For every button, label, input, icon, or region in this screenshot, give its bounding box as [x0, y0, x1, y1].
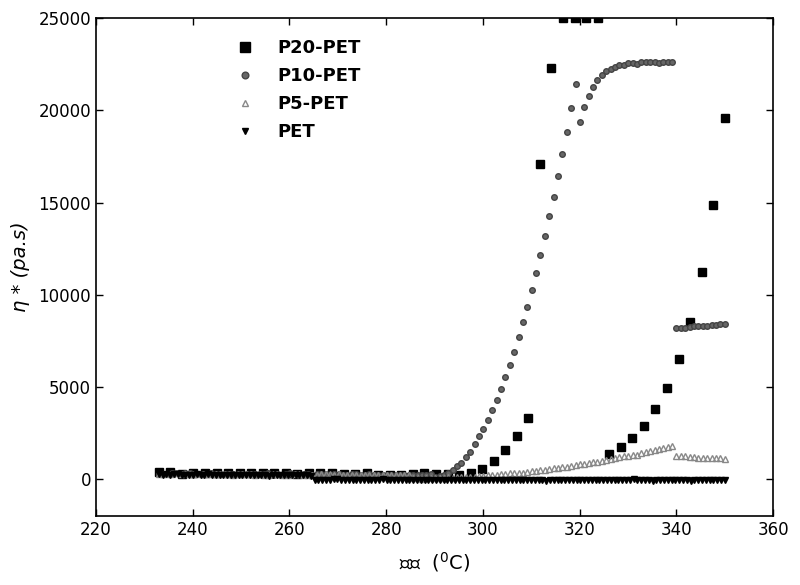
P10-PET — [531, 269, 541, 276]
P20-PET — [177, 470, 186, 477]
PET — [450, 476, 460, 483]
P20-PET — [558, 15, 568, 22]
P20-PET — [212, 470, 222, 477]
P20-PET — [512, 432, 522, 439]
Y-axis label: η * (pa.s): η * (pa.s) — [11, 222, 30, 312]
P20-PET — [304, 469, 314, 476]
PET — [473, 476, 482, 483]
P20-PET — [258, 470, 267, 477]
P20-PET — [708, 202, 718, 209]
P20-PET — [270, 470, 279, 477]
P5-PET — [667, 442, 677, 449]
PET — [154, 470, 164, 477]
P5-PET — [531, 467, 541, 474]
P20-PET — [639, 422, 649, 429]
P5-PET — [575, 461, 585, 468]
P20-PET — [570, 15, 579, 22]
P20-PET — [293, 470, 302, 477]
P20-PET — [674, 356, 683, 363]
Legend: P20-PET, P10-PET, P5-PET, PET: P20-PET, P10-PET, P5-PET, PET — [220, 32, 369, 149]
P20-PET — [546, 64, 556, 71]
P20-PET — [686, 318, 695, 325]
P20-PET — [235, 470, 245, 477]
P20-PET — [720, 115, 730, 122]
P20-PET — [350, 470, 360, 477]
P20-PET — [338, 471, 348, 478]
PET — [340, 476, 350, 483]
P20-PET — [478, 466, 487, 473]
PET — [720, 477, 730, 484]
P20-PET — [166, 469, 175, 476]
P20-PET — [454, 472, 464, 479]
P10-PET — [720, 321, 730, 328]
P20-PET — [489, 457, 498, 464]
P20-PET — [523, 414, 533, 421]
P10-PET — [395, 472, 405, 479]
P5-PET — [418, 475, 427, 482]
P20-PET — [408, 471, 418, 478]
P5-PET — [720, 456, 730, 463]
P20-PET — [650, 406, 660, 413]
P5-PET — [602, 456, 611, 463]
P20-PET — [397, 472, 406, 479]
Line: P20-PET: P20-PET — [154, 14, 729, 480]
Line: P5-PET: P5-PET — [156, 443, 727, 481]
P20-PET — [420, 470, 430, 477]
PET — [378, 476, 388, 483]
PET — [542, 477, 551, 484]
P10-PET — [430, 473, 440, 480]
P20-PET — [535, 160, 545, 167]
Line: PET: PET — [156, 471, 727, 484]
P20-PET — [200, 469, 210, 476]
P5-PET — [395, 472, 405, 479]
P20-PET — [662, 385, 672, 392]
P20-PET — [281, 469, 290, 476]
P10-PET — [307, 472, 317, 479]
P10-PET — [602, 68, 611, 75]
P20-PET — [385, 472, 394, 479]
P10-PET — [650, 58, 659, 65]
P20-PET — [616, 443, 626, 450]
P20-PET — [189, 469, 198, 476]
P20-PET — [316, 470, 326, 477]
P20-PET — [223, 469, 233, 476]
P20-PET — [154, 469, 164, 476]
P20-PET — [627, 435, 637, 442]
Line: P10-PET: P10-PET — [156, 58, 727, 480]
P10-PET — [575, 119, 585, 126]
P20-PET — [605, 451, 614, 458]
P20-PET — [442, 470, 452, 477]
P20-PET — [593, 15, 602, 22]
P10-PET — [452, 463, 462, 470]
PET — [625, 476, 634, 483]
P20-PET — [582, 15, 591, 22]
P5-PET — [154, 471, 164, 478]
P5-PET — [452, 473, 462, 480]
P20-PET — [431, 470, 441, 477]
P20-PET — [374, 471, 383, 478]
PET — [549, 477, 558, 484]
P20-PET — [362, 470, 371, 477]
P20-PET — [697, 268, 706, 275]
P20-PET — [466, 470, 475, 477]
P10-PET — [154, 470, 164, 477]
X-axis label: 温度  ($^{0}$C): 温度 ($^{0}$C) — [399, 550, 470, 574]
P20-PET — [327, 470, 337, 477]
P20-PET — [246, 470, 256, 477]
P20-PET — [501, 446, 510, 453]
P5-PET — [307, 471, 317, 478]
